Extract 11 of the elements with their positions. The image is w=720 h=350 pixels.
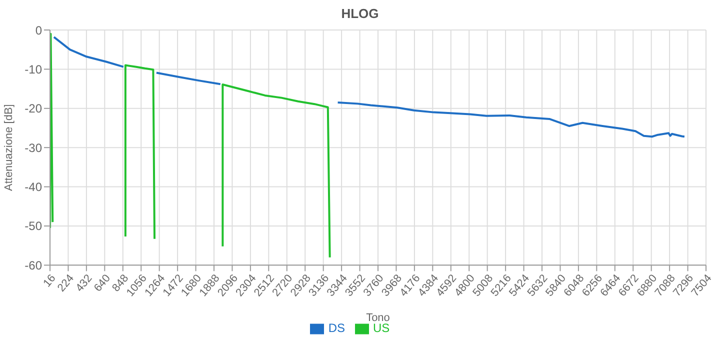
y-tick-label: -40 — [24, 180, 42, 194]
y-tick-label: -10 — [24, 62, 42, 76]
y-tick-label: 0 — [35, 23, 42, 38]
y-tick-label: -60 — [24, 258, 42, 272]
x-tick-label: 16 — [41, 272, 58, 290]
chart-title: HLOG — [340, 6, 380, 21]
y-axis-title: Attenuazione [dB] — [2, 104, 15, 192]
y-tick-label: -50 — [24, 219, 42, 234]
y-tick-label: -20 — [24, 102, 42, 116]
y-tick-label: -30 — [24, 140, 42, 155]
legend-label: DS — [328, 321, 345, 336]
